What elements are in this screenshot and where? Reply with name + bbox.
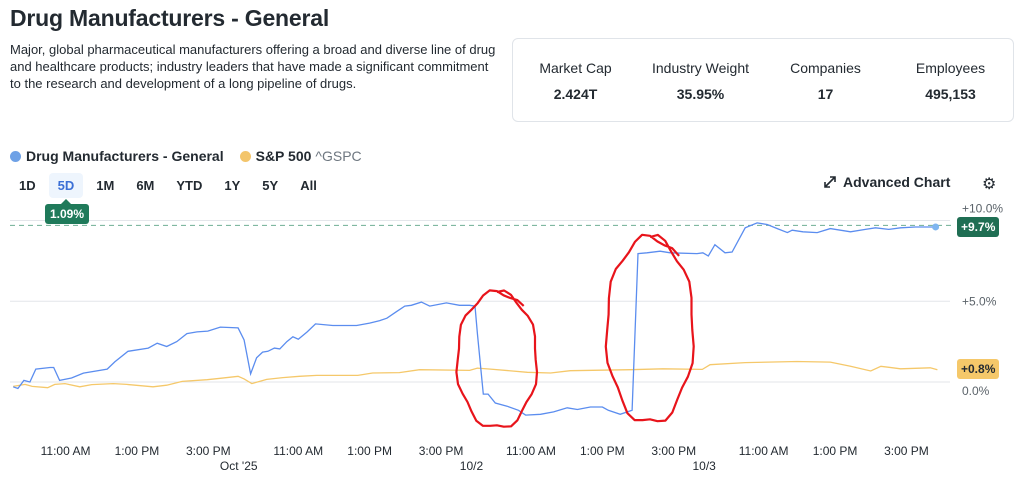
- y-tick-label: +5.0%: [962, 294, 997, 308]
- stats-panel: Market Cap 2.424T Industry Weight 35.95% C…: [512, 38, 1014, 122]
- page-title: Drug Manufacturers - General: [10, 5, 330, 31]
- range-1d[interactable]: 1D: [19, 178, 36, 193]
- range-1m[interactable]: 1M: [96, 178, 115, 193]
- legend-sp500[interactable]: S&P 500: [255, 148, 312, 164]
- stat-value: 35.95%: [676, 86, 725, 102]
- stat-industry-weight: Industry Weight 35.95%: [638, 39, 763, 121]
- industry-description: Major, global pharmaceutical manufacture…: [10, 42, 496, 91]
- stat-label: Market Cap: [539, 60, 612, 76]
- y-tick-label: 0.0%: [962, 384, 990, 398]
- annotation-circle: [604, 233, 695, 423]
- range-5d[interactable]: 5D: [48, 173, 84, 198]
- range-5y[interactable]: 5Y: [262, 178, 279, 193]
- stat-label: Employees: [915, 60, 986, 76]
- last-point-marker: [932, 223, 940, 231]
- x-tick-label: 1:00 PM: [347, 444, 392, 458]
- stat-value: 17: [817, 86, 834, 102]
- stat-label: Industry Weight: [651, 60, 749, 76]
- stat-market-cap: Market Cap 2.424T: [513, 39, 638, 121]
- series-line-sp500: [13, 360, 938, 389]
- stat-employees: Employees 495,153: [888, 39, 1013, 121]
- x-tick-label: 11:00 AM: [739, 444, 789, 458]
- x-tick-label: 1:00 PM: [115, 444, 160, 458]
- gear-icon[interactable]: ⚙: [982, 176, 997, 193]
- industry-last-value-badge: +9.7%: [957, 217, 1000, 237]
- range-return-badge: 1.09%: [45, 199, 90, 224]
- price-chart[interactable]: +10.0% +5.0% 0.0% 11:00 AM 1:00 PM 3:00 PM 11:…: [0, 200, 1024, 495]
- range-6m[interactable]: 6M: [136, 178, 155, 193]
- legend-dot-industry: [10, 150, 21, 162]
- x-tick-label: 3:00 PM: [186, 444, 231, 458]
- range-all[interactable]: All: [300, 178, 317, 193]
- advanced-chart-button[interactable]: Advanced Chart: [823, 174, 950, 190]
- range-selector: 1D 5D 1M 6M YTD 1Y 5Y All: [10, 173, 330, 198]
- x-date-label: 10/3: [692, 459, 716, 473]
- x-tick-label: 3:00 PM: [884, 444, 929, 458]
- x-tick-label: 1:00 PM: [580, 444, 625, 458]
- x-date-label: Oct '25: [220, 459, 258, 473]
- x-tick-label: 3:00 PM: [651, 444, 696, 458]
- stat-value: 2.424T: [553, 86, 598, 102]
- chart-legend: Drug Manufacturers - General S&P 500 ^GS…: [10, 148, 362, 164]
- legend-dot-sp500: [239, 150, 251, 162]
- expand-arrows-icon: [824, 176, 836, 188]
- x-tick-label: 11:00 AM: [273, 444, 323, 458]
- range-ytd[interactable]: YTD: [176, 178, 203, 193]
- sp500-last-value-badge: +0.8%: [957, 359, 1000, 379]
- annotation-circle: [455, 289, 539, 428]
- range-1y[interactable]: 1Y: [224, 178, 241, 193]
- x-tick-label: 11:00 AM: [41, 444, 91, 458]
- x-tick-label: 3:00 PM: [419, 444, 464, 458]
- x-date-label: 10/2: [460, 459, 484, 473]
- y-tick-label: +10.0%: [962, 202, 1003, 216]
- stat-companies: Companies 17: [763, 39, 888, 121]
- stat-value: 495,153: [925, 86, 976, 102]
- series-line-industry: [12, 222, 936, 416]
- stat-label: Companies: [790, 60, 861, 76]
- x-tick-label: 11:00 AM: [506, 444, 556, 458]
- advanced-chart-label: Advanced Chart: [843, 174, 951, 190]
- legend-industry[interactable]: Drug Manufacturers - General: [26, 148, 224, 164]
- x-tick-label: 1:00 PM: [813, 444, 858, 458]
- legend-sp500-symbol: ^GSPC: [315, 148, 362, 164]
